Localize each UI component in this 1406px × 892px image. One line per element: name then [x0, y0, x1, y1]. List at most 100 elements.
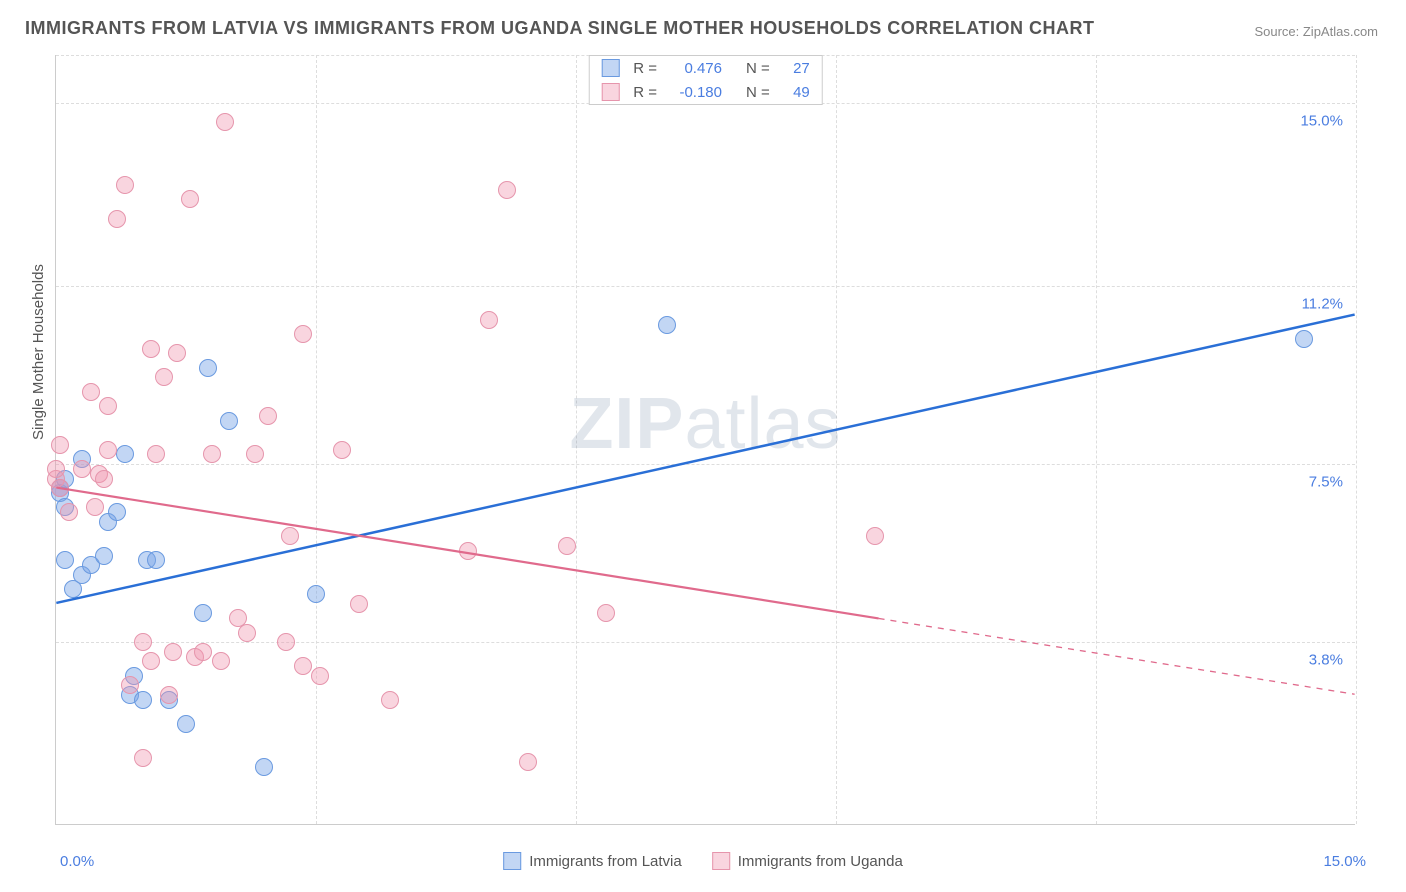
series-legend: Immigrants from Latvia Immigrants from Ug… [503, 852, 903, 870]
scatter-point-uganda [99, 441, 117, 459]
gridline-v [1096, 55, 1097, 824]
x-axis-max-label: 15.0% [1323, 853, 1366, 870]
scatter-point-uganda [597, 604, 615, 622]
n-value: 49 [780, 84, 810, 101]
scatter-point-uganda [142, 340, 160, 358]
scatter-point-latvia [1295, 330, 1313, 348]
scatter-point-latvia [658, 316, 676, 334]
scatter-point-uganda [203, 445, 221, 463]
scatter-point-uganda [142, 652, 160, 670]
gridline-v [576, 55, 577, 824]
scatter-point-uganda [134, 749, 152, 767]
scatter-point-uganda [47, 460, 65, 478]
scatter-point-uganda [168, 344, 186, 362]
r-value: -0.180 [667, 84, 722, 101]
legend-label: Immigrants from Uganda [738, 853, 903, 870]
scatter-point-latvia [108, 503, 126, 521]
scatter-point-uganda [259, 407, 277, 425]
scatter-point-uganda [333, 441, 351, 459]
scatter-point-uganda [73, 460, 91, 478]
scatter-point-latvia [116, 445, 134, 463]
scatter-point-uganda [181, 190, 199, 208]
gridline-h [56, 464, 1355, 465]
watermark: ZIPatlas [569, 383, 841, 465]
scatter-point-uganda [99, 397, 117, 415]
scatter-point-uganda [294, 325, 312, 343]
gridline-h [56, 286, 1355, 287]
scatter-point-uganda [311, 667, 329, 685]
legend-swatch-latvia [601, 59, 619, 77]
y-tick-label: 15.0% [1296, 112, 1347, 131]
n-label: N = [746, 60, 770, 77]
scatter-point-uganda [155, 368, 173, 386]
scatter-point-uganda [281, 527, 299, 545]
scatter-point-uganda [108, 210, 126, 228]
scatter-point-uganda [60, 503, 78, 521]
legend-swatch-uganda [712, 852, 730, 870]
scatter-point-latvia [177, 715, 195, 733]
r-value: 0.476 [667, 60, 722, 77]
n-value: 27 [780, 60, 810, 77]
watermark-rest: atlas [684, 384, 841, 464]
scatter-point-uganda [294, 657, 312, 675]
scatter-point-latvia [255, 758, 273, 776]
x-axis-min-label: 0.0% [60, 853, 94, 870]
r-label: R = [633, 60, 657, 77]
scatter-point-uganda [95, 470, 113, 488]
scatter-point-latvia [307, 585, 325, 603]
y-tick-label: 11.2% [1298, 295, 1347, 314]
scatter-point-uganda [51, 436, 69, 454]
scatter-point-uganda [82, 383, 100, 401]
scatter-point-uganda [164, 643, 182, 661]
legend-label: Immigrants from Latvia [529, 853, 682, 870]
stats-row-latvia: R = 0.476 N = 27 [589, 56, 822, 80]
scatter-point-uganda [350, 595, 368, 613]
scatter-point-uganda [480, 311, 498, 329]
scatter-point-latvia [134, 691, 152, 709]
legend-swatch-latvia [503, 852, 521, 870]
scatter-point-uganda [246, 445, 264, 463]
scatter-point-uganda [160, 686, 178, 704]
scatter-point-uganda [121, 676, 139, 694]
legend-item-uganda: Immigrants from Uganda [712, 852, 903, 870]
gridline-h [56, 642, 1355, 643]
scatter-point-uganda [238, 624, 256, 642]
scatter-point-uganda [498, 181, 516, 199]
scatter-point-uganda [866, 527, 884, 545]
scatter-point-uganda [381, 691, 399, 709]
scatter-point-latvia [147, 551, 165, 569]
stats-row-uganda: R = -0.180 N = 49 [589, 80, 822, 104]
scatter-point-uganda [116, 176, 134, 194]
scatter-point-latvia [194, 604, 212, 622]
scatter-point-uganda [86, 498, 104, 516]
scatter-point-uganda [147, 445, 165, 463]
source-label: Source: ZipAtlas.com [1254, 24, 1378, 39]
stats-legend-box: R = 0.476 N = 27 R = -0.180 N = 49 [588, 55, 823, 105]
regression-line-uganda-extrapolated [879, 618, 1355, 694]
n-label: N = [746, 84, 770, 101]
regression-lines [56, 55, 1355, 824]
scatter-point-uganda [194, 643, 212, 661]
scatter-point-uganda [519, 753, 537, 771]
watermark-bold: ZIP [569, 384, 684, 464]
legend-swatch-uganda [601, 83, 619, 101]
y-axis-title: Single Mother Households [30, 264, 47, 440]
r-label: R = [633, 84, 657, 101]
y-tick-label: 7.5% [1305, 473, 1347, 492]
scatter-point-uganda [51, 479, 69, 497]
gridline-v [836, 55, 837, 824]
y-tick-label: 3.8% [1305, 651, 1347, 670]
chart-title: IMMIGRANTS FROM LATVIA VS IMMIGRANTS FRO… [25, 18, 1094, 39]
scatter-point-uganda [212, 652, 230, 670]
scatter-point-uganda [134, 633, 152, 651]
legend-item-latvia: Immigrants from Latvia [503, 852, 682, 870]
scatter-point-uganda [277, 633, 295, 651]
scatter-point-latvia [95, 547, 113, 565]
gridline-v [1356, 55, 1357, 824]
plot-area: R = 0.476 N = 27 R = -0.180 N = 49 ZIPatlas 3.8… [55, 55, 1355, 825]
scatter-point-latvia [220, 412, 238, 430]
scatter-point-uganda [216, 113, 234, 131]
scatter-point-uganda [558, 537, 576, 555]
scatter-point-latvia [56, 551, 74, 569]
scatter-point-uganda [459, 542, 477, 560]
